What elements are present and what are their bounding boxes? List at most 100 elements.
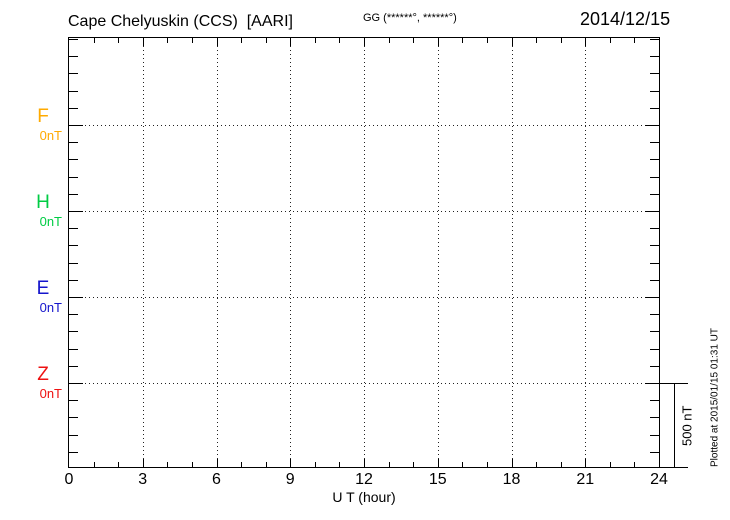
axis-tick [69,314,78,315]
gridline [290,38,291,467]
axis-tick [650,417,659,418]
axis-tick [241,38,242,43]
axis-tick [69,211,83,212]
axis-tick [634,462,635,467]
axis-tick [512,459,513,467]
axis-tick [364,38,365,46]
axis-tick [69,280,78,281]
axis-tick [561,462,562,467]
component-baseline-z: 0nT [39,386,62,401]
axis-tick [585,459,586,467]
axis-tick [118,38,119,43]
axis-tick [645,297,659,298]
axis-tick [217,38,218,46]
x-tick-label: 12 [355,471,373,488]
axis-tick [69,91,78,92]
axis-tick [650,280,659,281]
component-baseline-h: 0nT [39,214,62,229]
axis-tick [650,56,659,57]
axis-tick [650,142,659,143]
axis-tick [650,435,659,436]
axis-tick [645,125,659,126]
plotted-at-note: Plotted at 2015/01/15 01:31 UT [709,328,721,468]
axis-tick [650,331,659,332]
axis-tick [389,38,390,43]
axis-tick [413,38,414,43]
axis-tick [69,39,78,40]
axis-tick [69,228,78,229]
axis-tick [650,263,659,264]
axis-tick [650,194,659,195]
axis-tick [650,73,659,74]
axis-tick [69,297,83,298]
geographic-coords: GG (******°, ******°) [363,12,457,24]
axis-tick [487,462,488,467]
station-title: Cape Chelyuskin (CCS) [AARI] [68,13,293,30]
x-tick-label: 15 [428,471,447,488]
axis-tick [650,452,659,453]
axis-tick [69,73,78,74]
axis-tick [167,462,168,467]
axis-tick [650,108,659,109]
axis-tick [192,462,193,467]
axis-tick [192,38,193,43]
plot-date: 2014/12/15 [580,9,671,29]
axis-tick [650,366,659,367]
axis-tick [650,159,659,160]
axis-tick [217,459,218,467]
axis-tick [561,38,562,43]
gridline [217,38,218,467]
axis-tick [389,462,390,467]
axis-tick [650,349,659,350]
x-tick-label: 6 [212,471,221,488]
axis-tick [266,38,267,43]
axis-tick [69,177,78,178]
axis-tick [634,38,635,43]
axis-tick [69,400,78,401]
x-tick-label: 21 [576,471,595,488]
scale-bar-label: 500 nT [679,405,695,446]
axis-tick [462,38,463,43]
axis-tick [69,245,78,246]
axis-tick [645,383,659,384]
axis-tick [315,38,316,43]
gridline [512,38,513,467]
axis-tick [94,38,95,43]
axis-tick [69,263,78,264]
axis-tick [536,38,537,43]
plot-area [68,37,660,468]
axis-tick [650,314,659,315]
axis-tick [413,462,414,467]
component-label-e: E [36,278,50,299]
axis-tick [650,400,659,401]
scale-bar [674,383,675,468]
x-tick-label: 9 [285,471,295,488]
axis-tick [290,38,291,46]
axis-tick [512,38,513,46]
axis-tick [315,462,316,467]
axis-tick [266,462,267,467]
x-tick-label: 0 [64,471,74,488]
axis-tick [650,228,659,229]
axis-tick [69,417,78,418]
axis-tick [650,245,659,246]
axis-tick [438,459,439,467]
axis-tick [69,349,78,350]
axis-tick [650,177,659,178]
axis-tick [645,211,659,212]
axis-tick [69,108,78,109]
axis-tick [241,462,242,467]
axis-tick [487,38,488,43]
axis-tick [650,39,659,40]
axis-tick [69,142,78,143]
axis-tick [610,462,611,467]
axis-tick [650,91,659,92]
axis-tick [69,194,78,195]
x-tick-label: 18 [502,471,521,488]
gridline [364,38,365,467]
axis-tick [69,383,83,384]
component-label-f: F [37,106,49,127]
axis-tick [69,125,83,126]
axis-tick [94,462,95,467]
axis-tick [339,38,340,43]
